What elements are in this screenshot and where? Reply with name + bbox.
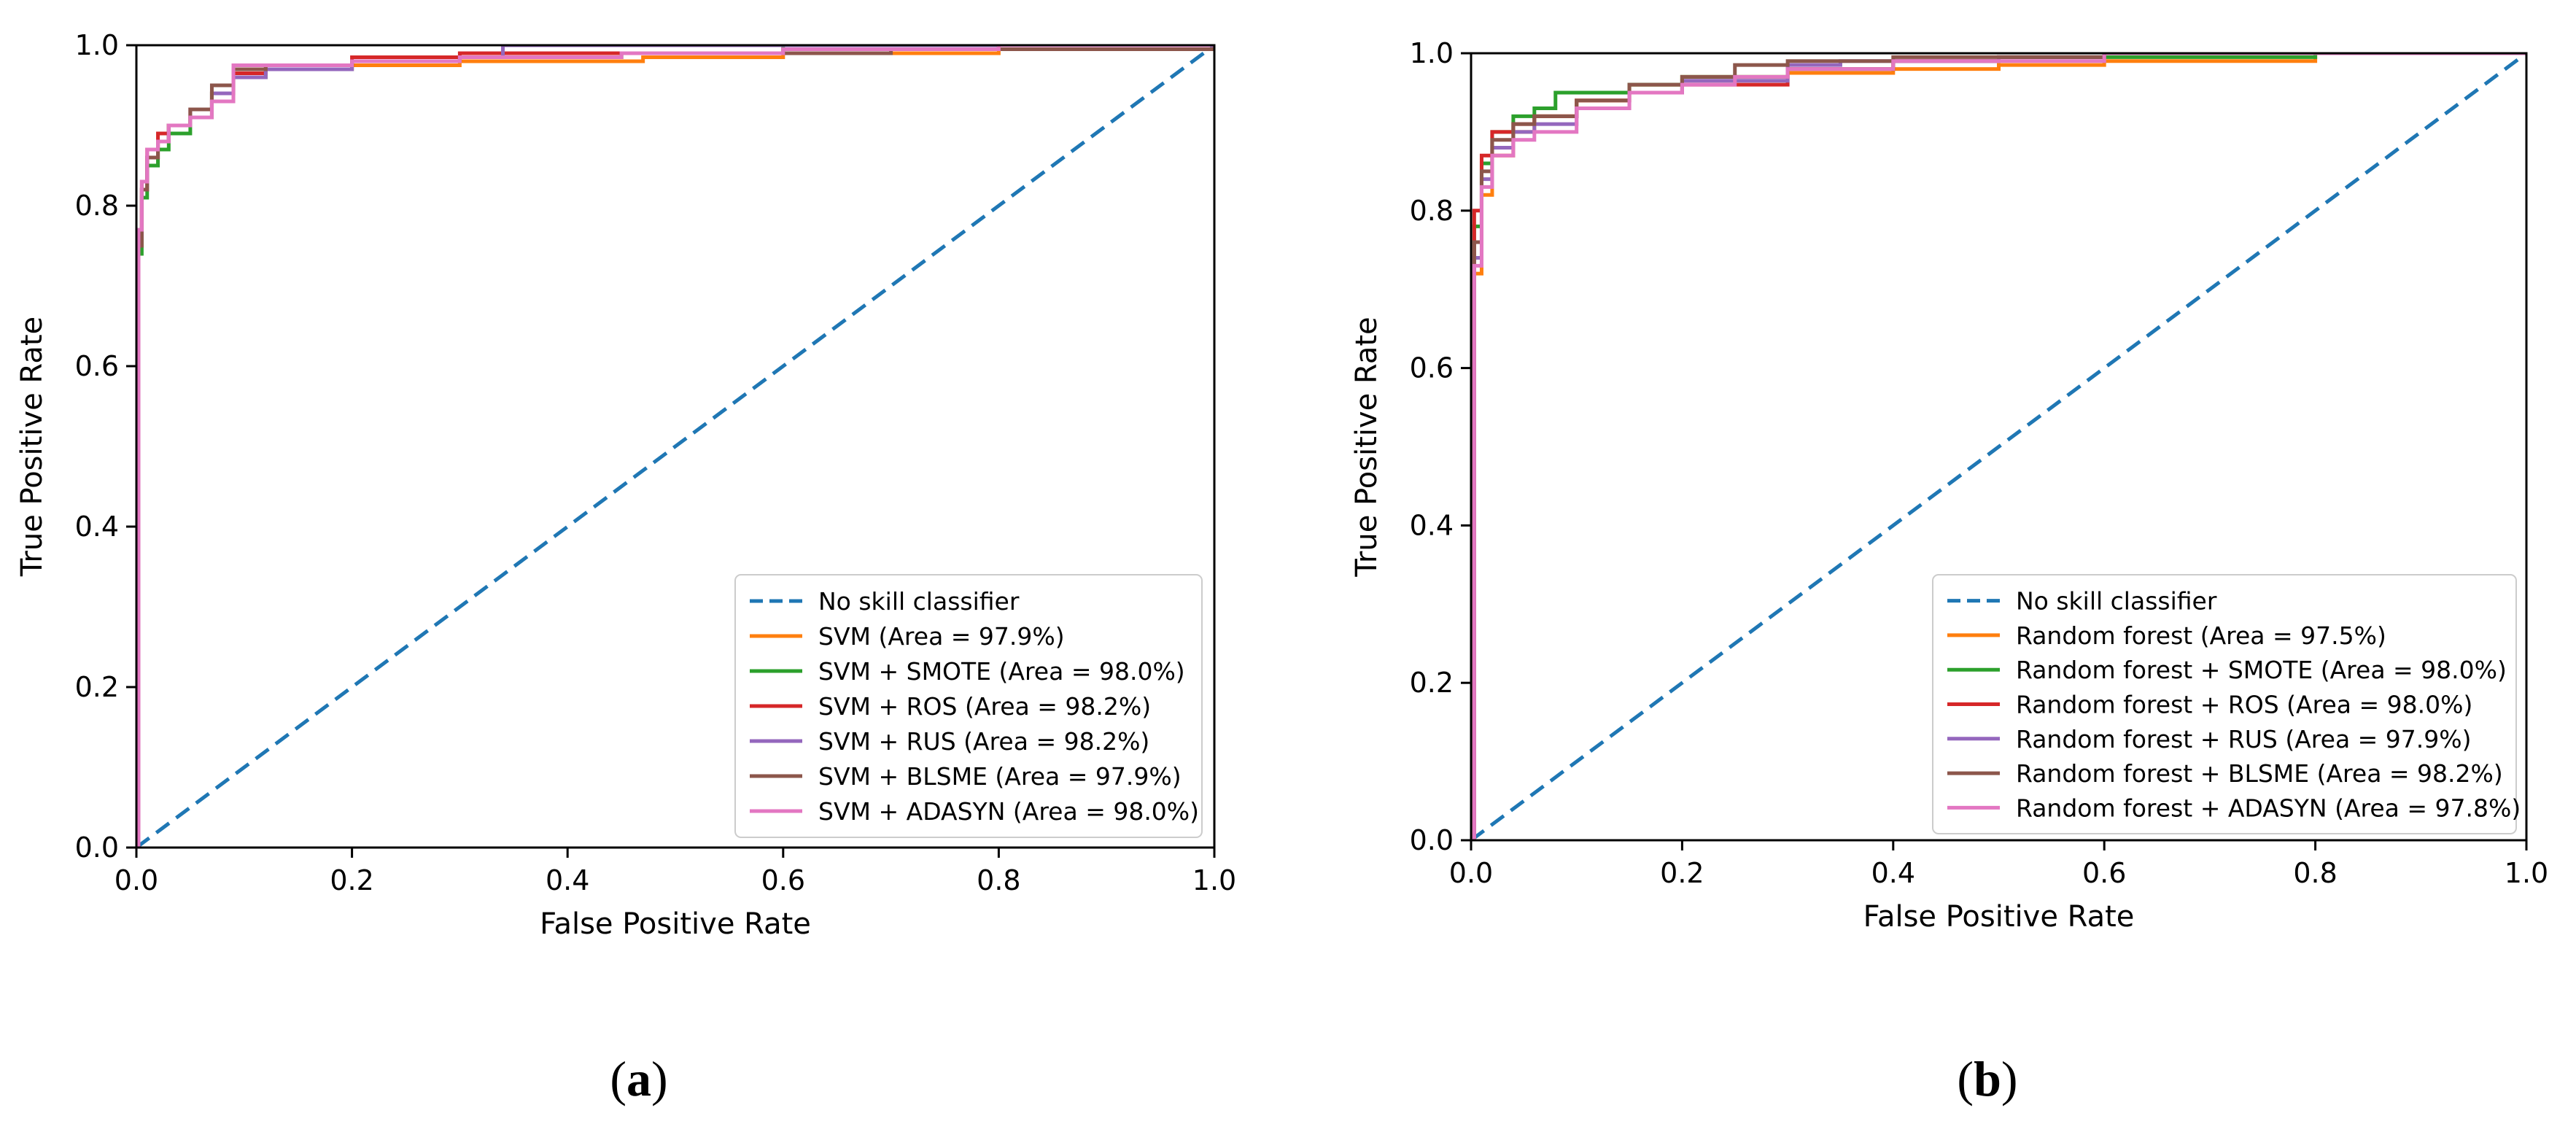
legend-entry-label: Random forest + ADASYN (Area = 97.8%): [2016, 794, 2521, 822]
x-axis-label: False Positive Rate: [540, 907, 811, 941]
plot-area: [136, 45, 1214, 848]
legend-entry-label: Random forest + ROS (Area = 98.0%): [2016, 691, 2472, 719]
y-tick-label: 1.0: [75, 29, 119, 61]
x-tick-label: 0.4: [1871, 857, 1915, 889]
x-tick-label: 0.0: [115, 864, 158, 896]
plot-area: [1471, 53, 2526, 840]
y-axis-label: True Positive Rate: [15, 317, 49, 577]
y-tick-label: 0.4: [75, 511, 119, 543]
subcaption-a-letter: a: [626, 1051, 651, 1106]
legend-entry-label: Random forest + SMOTE (Area = 98.0%): [2016, 656, 2507, 684]
y-tick-label: 0.0: [1410, 824, 1454, 856]
no-skill-baseline-line: [1471, 53, 2526, 840]
x-tick-label: 1.0: [1192, 864, 1236, 896]
axes-frame: [135, 44, 1216, 849]
x-tick-label: 0.2: [330, 864, 373, 896]
subcaption-a: (a): [610, 1051, 667, 1106]
legend-entry-label: Random forest (Area = 97.5%): [2016, 621, 2386, 650]
axes-frame: [1470, 52, 2528, 842]
legend: No skill classifier SVM (Area = 97.9%) SVM…: [734, 574, 1203, 838]
legend: No skill classifier Random forest (Area =…: [1932, 574, 2521, 834]
y-tick-label: 0.4: [1410, 509, 1454, 541]
y-tick-label: 0.2: [75, 671, 119, 703]
y-tick-label: 0.8: [75, 190, 119, 222]
legend-box: [734, 574, 1203, 838]
x-axis-label: False Positive Rate: [1863, 900, 2135, 934]
x-tick-label: 1.0: [2505, 857, 2548, 889]
legend-entry-label: No skill classifier: [818, 587, 1020, 616]
legend-entry-label: Random forest + RUS (Area = 97.9%): [2016, 725, 2472, 753]
panel-b-roc-chart: 0.0 0.2 0.4 0.6 0.8 1.0 0.0 0.2 0.4 0.6 0.8 1.0 Fals…: [1350, 37, 2548, 934]
legend-entry-label: No skill classifier: [2016, 587, 2217, 616]
y-axis-label: True Positive Rate: [1350, 317, 1384, 577]
y-tick-label: 0.6: [75, 350, 119, 382]
x-tick-label: 0.8: [977, 864, 1020, 896]
legend-entry-label: SVM + BLSME (Area = 97.9%): [818, 762, 1182, 791]
roc-curve-series-6: [1471, 53, 2526, 840]
y-tick-label: 0.8: [1410, 195, 1454, 227]
legend-entry-label: SVM + ADASYN (Area = 98.0%): [818, 797, 1199, 826]
roc-curve-series-6: [136, 45, 1214, 848]
y-tick-label: 0.0: [75, 831, 119, 864]
x-tick-label: 0.8: [2293, 857, 2337, 889]
legend-entry-label: Random forest + BLSME (Area = 98.2%): [2016, 759, 2503, 788]
legend-entry-label: SVM + SMOTE (Area = 98.0%): [818, 657, 1185, 686]
x-tick-label: 0.2: [1660, 857, 1704, 889]
subcaption-b-letter: b: [1974, 1051, 2001, 1106]
legend-entry-label: SVM (Area = 97.9%): [818, 622, 1065, 651]
x-tick-label: 0.6: [761, 864, 805, 896]
legend-entry-label: SVM + RUS (Area = 98.2%): [818, 727, 1149, 756]
y-tick-label: 0.2: [1410, 667, 1454, 699]
subcaption-b: (b): [1957, 1051, 2017, 1106]
legend-entry-label: SVM + ROS (Area = 98.2%): [818, 692, 1151, 721]
x-tick-label: 0.6: [2082, 857, 2126, 889]
legend-box: [1932, 574, 2517, 834]
y-tick-label: 1.0: [1410, 37, 1454, 69]
y-tick-label: 0.6: [1410, 352, 1454, 384]
panel-a-roc-chart: 0.0 0.2 0.4 0.6 0.8 1.0 0.0 0.2 0.4 0.6 0.8 1.0 Fals…: [15, 29, 1236, 941]
no-skill-baseline-line: [136, 45, 1214, 848]
x-tick-label: 0.4: [546, 864, 589, 896]
x-tick-label: 0.0: [1449, 857, 1493, 889]
